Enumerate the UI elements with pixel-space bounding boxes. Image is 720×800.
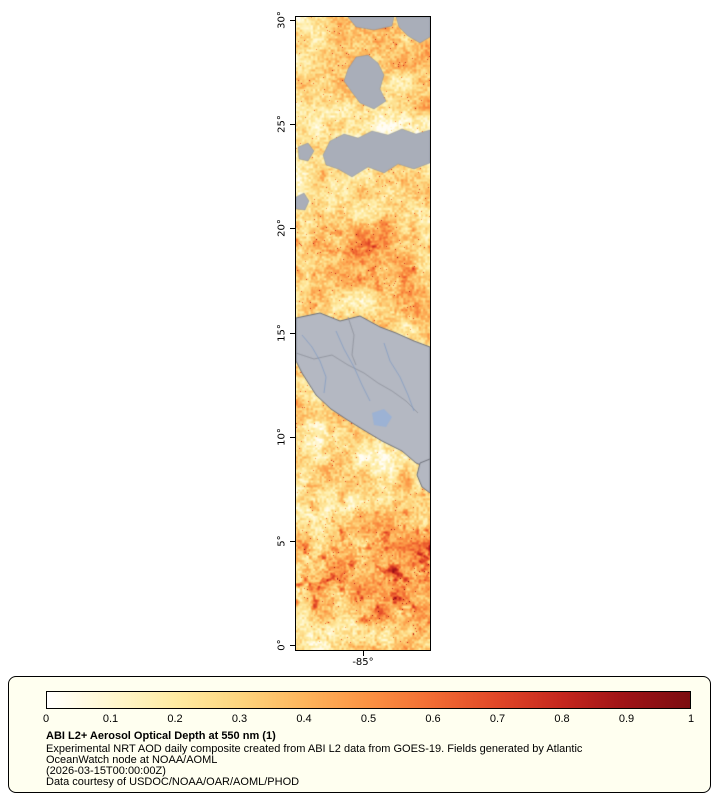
legend-panel: 0 0.1 0.2 0.3 0.4 0.5 0.6 0.7 0.8 0.9 1 ABI L2+ Ae…: [8, 676, 711, 793]
colorbar-tick-label: 0.8: [554, 713, 570, 725]
aod-map-canvas: [296, 17, 430, 650]
colorbar-tick-label: 0.2: [167, 713, 183, 725]
colorbar-tick-label: 0.7: [489, 713, 506, 725]
latitude-tick-label: 10°: [276, 427, 288, 446]
legend-courtesy: Data courtesy of USDOC/NOAA/OAR/AOML/PHO…: [46, 776, 300, 788]
latitude-tick-label: 20°: [276, 219, 288, 238]
latitude-tick-mark: [290, 436, 295, 438]
latitude-tick-label: 15°: [276, 323, 288, 342]
legend-timestamp: (2026-03-15T00:00:00Z): [46, 765, 166, 777]
latitude-tick-label: 25°: [276, 115, 288, 134]
legend-description-line-1: Experimental NRT AOD daily composite cre…: [46, 743, 583, 755]
latitude-tick-label: 5°: [276, 535, 288, 547]
colorbar: [46, 691, 691, 709]
colorbar-tick-label: 0.9: [618, 713, 635, 725]
map-plot-frame: [295, 16, 431, 651]
colorbar-tick-label: 0.3: [231, 713, 248, 725]
colorbar-tick-label: 1: [687, 713, 695, 725]
latitude-tick-mark: [290, 124, 295, 126]
longitude-tick-label: -85°: [352, 657, 374, 668]
colorbar-tick-label: 0.5: [360, 713, 377, 725]
colorbar-tick-label: 0.1: [102, 713, 119, 725]
latitude-tick-label: 30°: [276, 11, 288, 29]
legend-description-line-2: OceanWatch node at NOAA/AOML: [46, 754, 218, 766]
latitude-tick-mark: [290, 20, 295, 21]
colorbar-tick-label: 0.4: [296, 713, 312, 725]
latitude-tick-mark: [290, 332, 295, 334]
aod-map-figure: 30° 25° 20° 15° 10° 5° 0° -85°: [276, 11, 431, 668]
latitude-tick-mark: [290, 645, 295, 646]
legend-title: ABI L2+ Aerosol Optical Depth at 550 nm …: [46, 730, 276, 742]
longitude-tick-mark: [363, 651, 364, 656]
latitude-tick-label: 0°: [276, 639, 288, 651]
latitude-tick-mark: [290, 540, 295, 542]
colorbar-tick-label: 0: [42, 713, 50, 725]
latitude-tick-mark: [290, 228, 295, 230]
colorbar-tick-label: 0.6: [425, 713, 441, 725]
